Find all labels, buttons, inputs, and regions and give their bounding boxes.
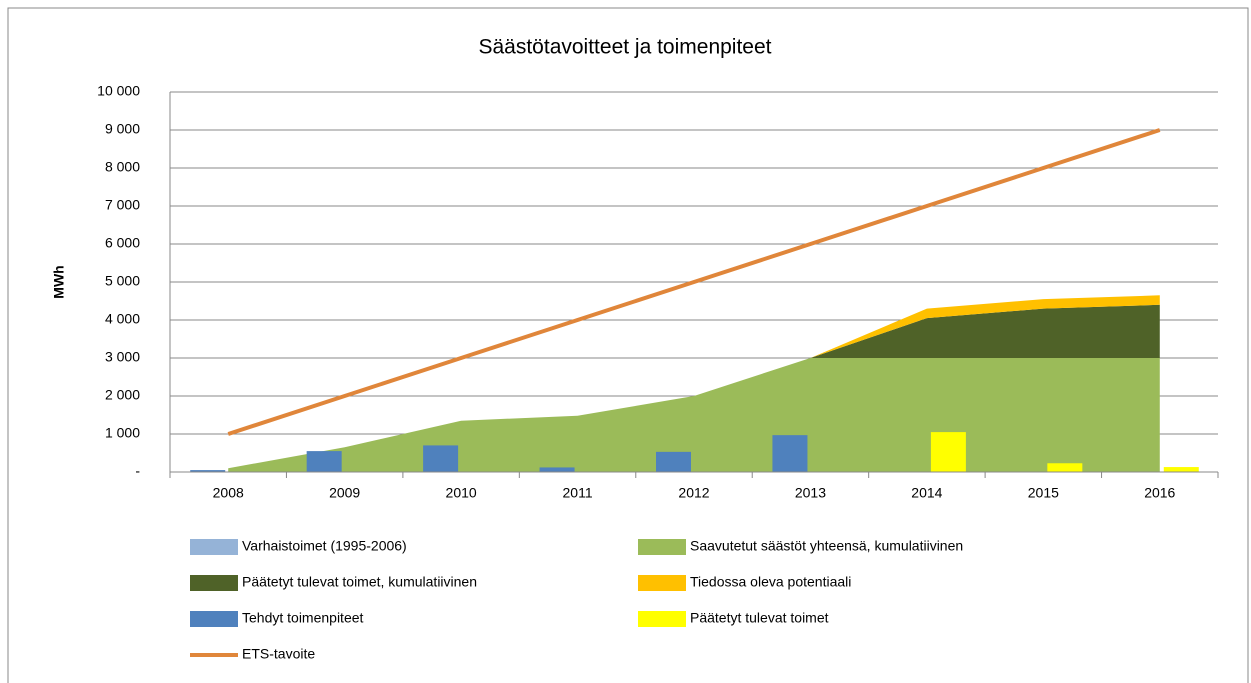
chart-title: Säästötavoitteet ja toimenpiteet: [478, 36, 771, 59]
y-tick-label: 9 000: [105, 121, 140, 137]
y-tick-label: 7 000: [105, 197, 140, 213]
y-tick-label: -: [135, 463, 140, 479]
bar: [930, 432, 966, 472]
legend-label: Tehdyt toimenpiteet: [242, 610, 364, 626]
legend-label: Saavutetut säästöt yhteensä, kumulatiivi…: [690, 538, 963, 554]
x-tick-label: 2014: [911, 485, 942, 501]
y-axis-label: MWh: [51, 265, 67, 298]
x-tick-label: 2011: [563, 485, 593, 501]
x-tick-label: 2012: [678, 485, 709, 501]
bar: [656, 451, 691, 472]
area: [810, 295, 1160, 358]
x-tick-label: 2016: [1144, 485, 1175, 501]
y-tick-label: 5 000: [105, 273, 140, 289]
y-tick-label: 10 000: [97, 83, 140, 99]
y-tick-label: 6 000: [105, 235, 140, 251]
legend-swatch: [190, 539, 238, 555]
area: [228, 358, 1160, 472]
legend-swatch: [190, 575, 238, 591]
bar: [1163, 467, 1199, 472]
bar: [423, 445, 459, 472]
legend-swatch: [190, 611, 238, 627]
x-tick-label: 2009: [329, 485, 360, 501]
chart-border: [7, 7, 1249, 683]
bar: [772, 435, 808, 472]
legend-swatch: [638, 611, 686, 627]
bar: [306, 451, 342, 472]
x-tick-label: 2010: [446, 485, 477, 501]
x-tick-label: 2015: [1028, 485, 1059, 501]
line: [227, 128, 1161, 436]
legend-label: Tiedossa oleva potentiaali: [690, 574, 851, 590]
bar: [539, 467, 575, 472]
legend-swatch: [638, 575, 686, 591]
bar: [1047, 463, 1083, 472]
x-tick-label: 2008: [213, 485, 244, 501]
legend-label: Päätetyt tulevat toimet, kumulatiivinen: [242, 574, 477, 590]
legend-swatch: [638, 539, 686, 555]
legend-label: ETS-tavoite: [242, 646, 315, 662]
bar: [190, 470, 226, 472]
x-tick-label: 2013: [795, 485, 826, 501]
y-tick-label: 8 000: [105, 159, 140, 175]
y-tick-label: 2 000: [105, 387, 140, 403]
y-tick-label: 4 000: [105, 311, 140, 327]
area: [810, 304, 1160, 358]
legend-label: Varhaistoimet (1995-2006): [242, 538, 407, 554]
legend-label: Päätetyt tulevat toimet: [690, 610, 829, 626]
y-tick-label: 1 000: [105, 425, 140, 441]
y-tick-label: 3 000: [105, 349, 140, 365]
